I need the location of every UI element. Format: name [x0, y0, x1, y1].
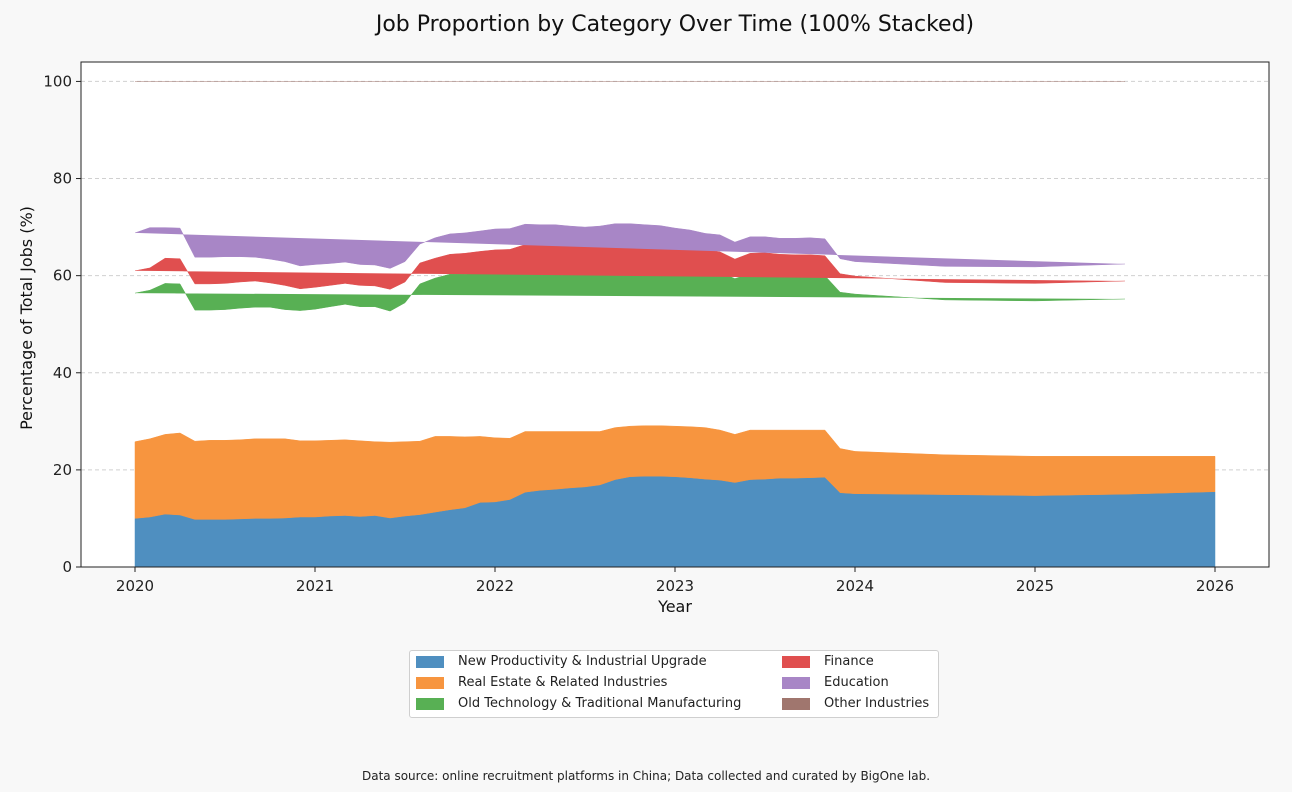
legend-label: Education	[824, 675, 889, 690]
axes: 2020 2021 2022 2023 2024 2025 2026 0 20 40 60 80 100	[43, 61, 1270, 595]
legend-item: New Productivity & Industrial Upgrade	[416, 654, 707, 669]
legend-swatch	[416, 655, 444, 668]
y-tick-label: 60	[53, 267, 72, 285]
legend-label: Real Estate & Related Industries	[458, 675, 668, 690]
y-tick-label: 100	[43, 72, 72, 90]
legend-label: Finance	[824, 654, 874, 669]
area-finance	[134, 240, 1126, 290]
area-education	[134, 223, 1126, 269]
y-axis-label: Percentage of Total Jobs (%)	[17, 206, 36, 430]
x-tick-label: 2020	[116, 577, 154, 595]
data-source-note: Data source: online recruitment platform…	[361, 769, 931, 783]
y-tick-label: 80	[53, 170, 72, 188]
x-tick-label: 2026	[1196, 577, 1234, 595]
legend: New Productivity & Industrial Upgrade Re…	[409, 650, 939, 718]
legend-item: Finance	[782, 654, 874, 669]
legend-label: New Productivity & Industrial Upgrade	[458, 654, 707, 669]
legend-swatch	[782, 655, 810, 668]
x-tick-label: 2024	[836, 577, 874, 595]
y-tick-label: 40	[53, 364, 72, 382]
legend-item: Other Industries	[782, 696, 929, 711]
legend-swatch	[416, 676, 444, 689]
x-tick-label: 2023	[656, 577, 694, 595]
x-tick-label: 2022	[476, 577, 514, 595]
legend-item: Education	[782, 675, 889, 690]
x-tick-label: 2025	[1016, 577, 1054, 595]
legend-swatch	[782, 676, 810, 689]
legend-label: Old Technology & Traditional Manufacturi…	[458, 696, 742, 711]
y-tick-label: 0	[62, 558, 72, 576]
legend-swatch	[782, 697, 810, 710]
area-real-estate-related-industries	[134, 425, 1216, 520]
x-axis-label: Year	[657, 597, 692, 616]
x-tick-label: 2021	[296, 577, 334, 595]
legend-label: Other Industries	[824, 696, 930, 711]
legend-item: Real Estate & Related Industries	[416, 675, 667, 690]
legend-item: Old Technology & Traditional Manufacturi…	[416, 696, 741, 711]
area-series	[134, 81, 1216, 568]
chart-title: Job Proportion by Category Over Time (10…	[374, 12, 974, 37]
legend-swatch	[416, 697, 444, 710]
y-tick-label: 20	[53, 461, 72, 479]
